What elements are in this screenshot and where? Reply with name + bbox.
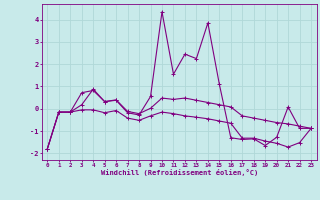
X-axis label: Windchill (Refroidissement éolien,°C): Windchill (Refroidissement éolien,°C) <box>100 169 258 176</box>
